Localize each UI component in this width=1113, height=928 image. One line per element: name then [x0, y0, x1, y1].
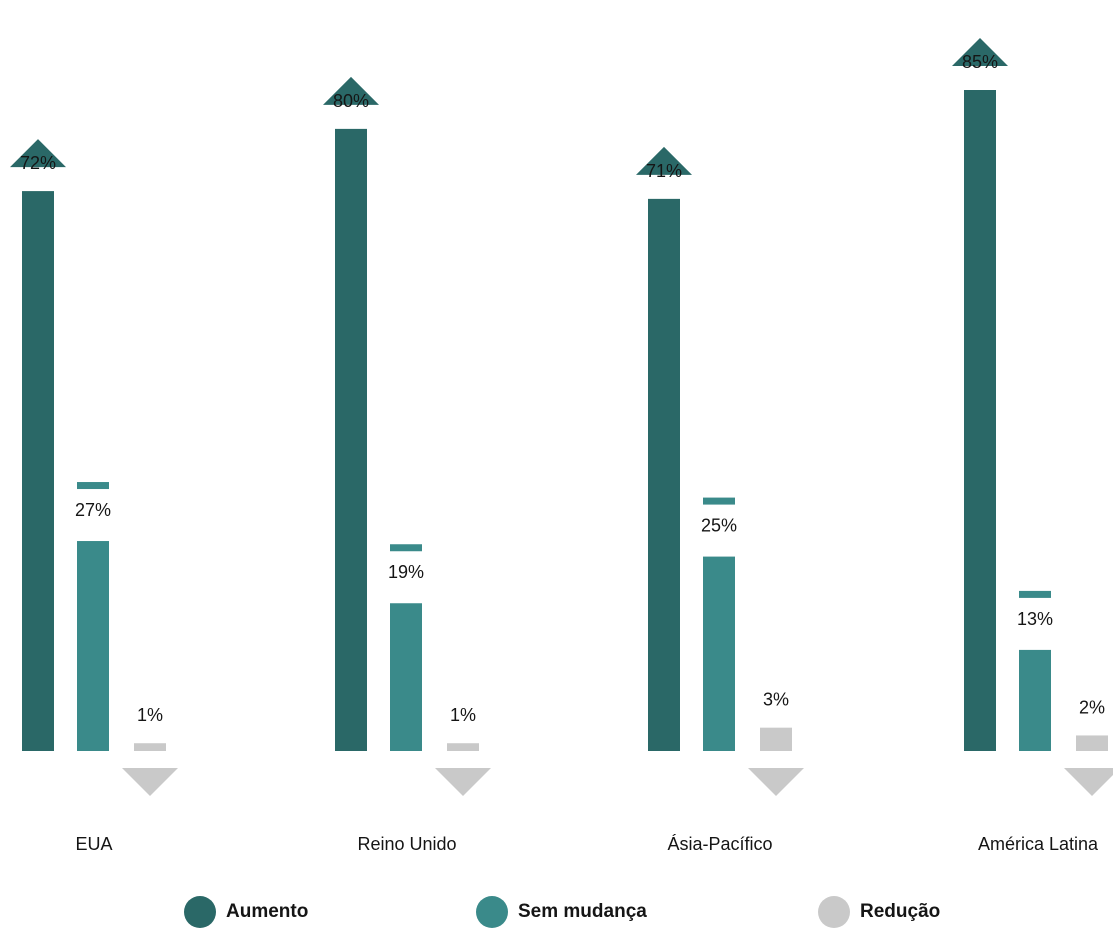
bar-aumento-america-latina	[964, 90, 996, 751]
bar-sem-mudanca-asia-pacifico	[703, 556, 735, 751]
decrease-arrow-icon	[122, 768, 178, 796]
data-label-aumento-america-latina: 85%	[962, 52, 998, 72]
bar-aumento-reino-unido	[335, 128, 367, 752]
legend-item-sem-mudanca: Sem mudança	[476, 895, 647, 928]
data-label-reducao-asia-pacifico: 3%	[763, 690, 789, 710]
no-change-dash-icon	[1019, 590, 1051, 598]
bar-chart: 72% 27% 1% EUA 80% 19% 1% Reino Unido 71% 25% 3% Ás…	[10, 38, 1113, 854]
bar-reducao-eua	[134, 743, 166, 751]
data-label-sem-mudanca-asia-pacifico: 25%	[701, 516, 737, 536]
no-change-dash-icon	[390, 544, 422, 552]
decrease-arrow-icon	[435, 768, 491, 796]
legend-item-reducao: Redução	[818, 895, 941, 928]
bar-sem-mudanca-america-latina	[1019, 649, 1051, 751]
data-label-aumento-reino-unido: 80%	[333, 91, 369, 111]
legend-swatch-aumento	[184, 895, 216, 928]
chart-legend: Aumento Sem mudança Redução	[0, 895, 1113, 928]
increase-arrow-icon	[636, 146, 692, 175]
bar-aumento-eua	[22, 191, 54, 751]
legend-swatch-reducao	[818, 895, 850, 928]
data-label-aumento-eua: 72%	[20, 153, 56, 173]
increase-arrow-icon	[10, 139, 66, 168]
legend-label-aumento: Aumento	[226, 900, 309, 922]
data-label-reducao-america-latina: 2%	[1079, 697, 1105, 717]
category-label-eua: EUA	[75, 834, 112, 854]
data-label-sem-mudanca-reino-unido: 19%	[388, 562, 424, 582]
no-change-dash-icon	[703, 497, 735, 505]
category-label-asia-pacifico: Ásia-Pacífico	[667, 834, 772, 854]
data-label-reducao-reino-unido: 1%	[450, 705, 476, 725]
data-label-reducao-eua: 1%	[137, 705, 163, 725]
decrease-arrow-icon	[748, 768, 804, 796]
decrease-arrow-icon	[1064, 768, 1113, 796]
data-label-sem-mudanca-eua: 27%	[75, 500, 111, 520]
data-label-aumento-asia-pacifico: 71%	[646, 161, 682, 181]
legend-swatch-sem-mudanca	[476, 895, 508, 928]
bar-sem-mudanca-eua	[77, 541, 109, 751]
increase-arrow-icon	[323, 76, 379, 105]
legend-item-aumento: Aumento	[184, 895, 309, 928]
bar-reducao-reino-unido	[447, 743, 479, 751]
bar-sem-mudanca-reino-unido	[390, 603, 422, 751]
category-label-america-latina: América Latina	[978, 834, 1099, 854]
bar-reducao-asia-pacifico	[760, 727, 792, 751]
bar-reducao-america-latina	[1076, 735, 1108, 751]
bar-aumento-asia-pacifico	[648, 198, 680, 751]
increase-arrow-icon	[952, 38, 1008, 66]
legend-label-reducao: Redução	[860, 900, 941, 922]
data-label-sem-mudanca-america-latina: 13%	[1017, 609, 1053, 629]
legend-label-sem-mudanca: Sem mudança	[518, 900, 647, 922]
no-change-dash-icon	[77, 482, 109, 490]
category-label-reino-unido: Reino Unido	[357, 834, 456, 854]
